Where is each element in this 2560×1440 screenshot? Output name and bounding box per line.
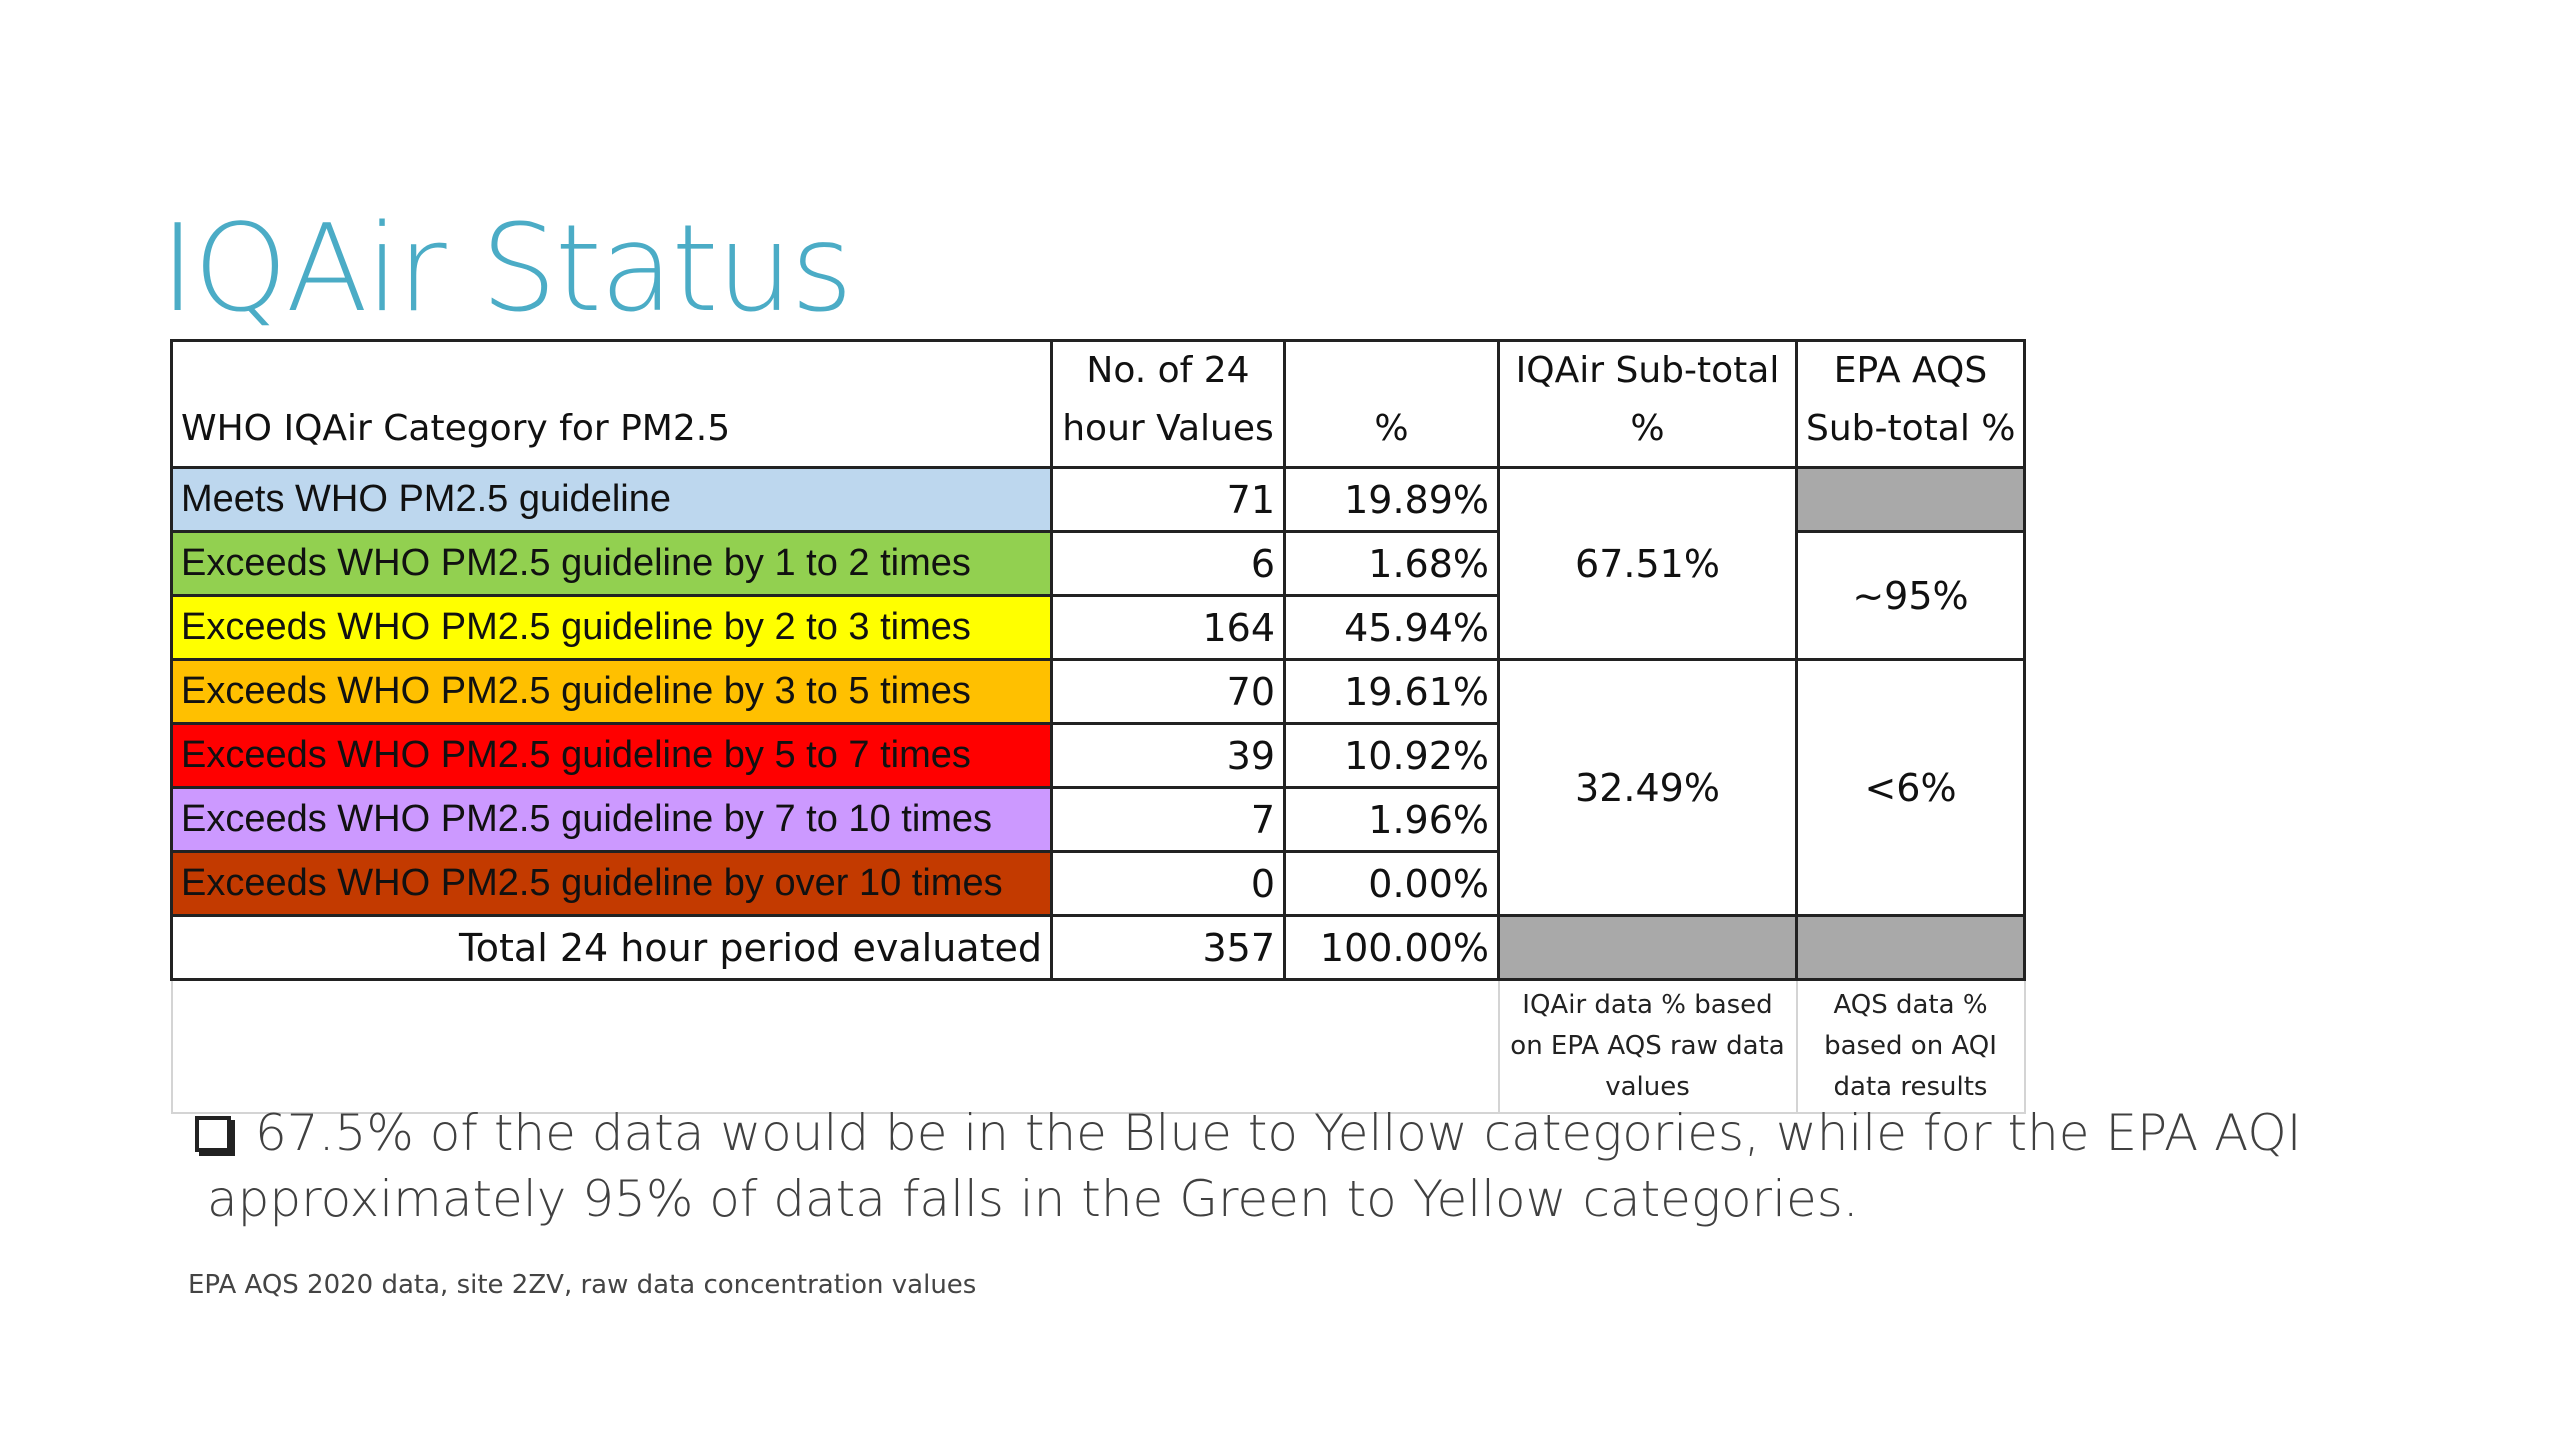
table-row: Exceeds WHO PM2.5 guideline by 3 to 5 ti… — [170, 658, 2026, 917]
category-cell: Exceeds WHO PM2.5 guideline by 3 to 5 ti… — [170, 658, 1053, 725]
count-cell: 70 — [1050, 658, 1286, 725]
summary-bullet: 67.5% of the data would be in the Blue t… — [195, 1100, 2475, 1232]
table-row: Exceeds WHO PM2.5 guideline by 7 to 10 t… — [170, 786, 2025, 853]
pct-cell: 0.00% — [1283, 850, 1500, 917]
header-iqair-subtotal: IQAir Sub-total% — [1497, 339, 1798, 469]
table-row: Meets WHO PM2.5 guideline 71 19.89% 67.5… — [170, 466, 2026, 661]
total-row: Total 24 hour period evaluated 357 100.0… — [170, 914, 2026, 981]
category-cell: Exceeds WHO PM2.5 guideline by 5 to 7 ti… — [170, 722, 1053, 789]
table-header-row: WHO IQAir Category for PM2.5 No. of 24 ho… — [170, 339, 2026, 469]
total-label: Total 24 hour period evaluated — [170, 914, 1053, 981]
count-cell: 6 — [1050, 530, 1286, 597]
notes-empty-cell — [170, 978, 1500, 1114]
table-row: Exceeds WHO PM2.5 guideline by 5 to 7 ti… — [170, 722, 2025, 789]
checkbox-bullet-icon — [195, 1116, 231, 1152]
header-count: No. of 24 hour Values — [1050, 339, 1286, 469]
table-row: Exceeds WHO PM2.5 guideline by over 10 t… — [170, 850, 2025, 917]
table-row: Exceeds WHO PM2.5 guideline by 2 to 3 ti… — [170, 594, 2025, 661]
header-pct: % — [1283, 339, 1500, 469]
count-cell: 7 — [1050, 786, 1286, 853]
total-count: 357 — [1050, 914, 1286, 981]
header-category: WHO IQAir Category for PM2.5 — [170, 339, 1053, 469]
count-cell: 71 — [1050, 466, 1286, 533]
category-cell: Exceeds WHO PM2.5 guideline by over 10 t… — [170, 850, 1053, 917]
slide-title: IQAir Status — [160, 200, 853, 339]
bullet-line-2: approximately 95% of data falls in the G… — [207, 1170, 1859, 1228]
total-epa-empty-cell — [1795, 914, 2026, 981]
pct-cell: 1.96% — [1283, 786, 1500, 853]
iqair-status-table: WHO IQAir Category for PM2.5 No. of 24 ho… — [170, 339, 2026, 1114]
pct-cell: 19.89% — [1283, 466, 1500, 533]
total-pct: 100.00% — [1283, 914, 1500, 981]
count-cell: 164 — [1050, 594, 1286, 661]
pct-cell: 45.94% — [1283, 594, 1500, 661]
bullet-line-1: 67.5% of the data would be in the Blue t… — [255, 1104, 2302, 1162]
iqair-subtotal-cell: 67.51% — [1497, 466, 1798, 661]
pct-cell: 1.68% — [1283, 530, 1500, 597]
count-cell: 0 — [1050, 850, 1286, 917]
category-cell: Exceeds WHO PM2.5 guideline by 7 to 10 t… — [170, 786, 1053, 853]
category-cell: Exceeds WHO PM2.5 guideline by 1 to 2 ti… — [170, 530, 1053, 597]
category-cell: Meets WHO PM2.5 guideline — [170, 466, 1053, 533]
pct-cell: 19.61% — [1283, 658, 1500, 725]
header-epa-subtotal: EPA AQS Sub-total % — [1795, 339, 2026, 469]
count-cell: 39 — [1050, 722, 1286, 789]
table-row: Exceeds WHO PM2.5 guideline by 1 to 2 ti… — [170, 530, 2026, 661]
total-iqair-empty-cell — [1497, 914, 1798, 981]
iqair-subtotal-cell: 32.49% — [1497, 658, 1798, 917]
notes-row: IQAir data % based on EPA AQS raw data v… — [170, 978, 2026, 1114]
epa-note: AQS data % based on AQI data results — [1795, 978, 2026, 1114]
epa-subtotal-empty-cell — [1795, 466, 2026, 533]
epa-subtotal-cell: ~95% — [1795, 530, 2026, 661]
pct-cell: 10.92% — [1283, 722, 1500, 789]
footnote: EPA AQS 2020 data, site 2ZV, raw data co… — [188, 1270, 977, 1300]
epa-subtotal-cell: <6% — [1795, 658, 2026, 917]
iqair-note: IQAir data % based on EPA AQS raw data v… — [1497, 978, 1798, 1114]
category-cell: Exceeds WHO PM2.5 guideline by 2 to 3 ti… — [170, 594, 1053, 661]
